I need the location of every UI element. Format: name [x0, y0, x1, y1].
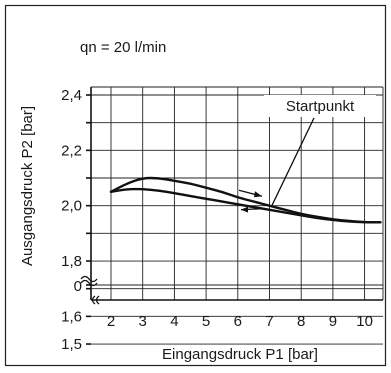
annotations: Startpunkt	[238, 95, 376, 213]
arrowhead-left-icon	[241, 206, 248, 213]
y-tick-label: 1,6	[61, 308, 82, 325]
x-tick-label: 8	[297, 313, 305, 330]
chart-title: qn = 20 l/min	[80, 39, 166, 56]
x-tick-label: 4	[170, 313, 178, 330]
y-axis-break-icon	[80, 275, 98, 287]
arrowhead-right-icon	[254, 191, 262, 198]
annotation-leader	[270, 117, 315, 207]
x-tick-label: 6	[234, 313, 242, 330]
x-tick-label: 2	[107, 313, 115, 330]
y-tick-label: 2,0	[61, 198, 82, 215]
y-tick-label: 1,5	[61, 336, 82, 353]
annotation-startpunkt: Startpunkt	[286, 98, 355, 115]
series-line-increasing	[109, 176, 382, 224]
x-tick-label: 3	[139, 313, 147, 330]
annotation-bg	[264, 95, 376, 117]
y-tick-label: 2,4	[61, 87, 82, 104]
tick-labels: 2 3 4 5 6 7 8 9 10 2,4 2,2 2,0 1,8 1,6 1,5 0	[61, 87, 373, 353]
y-tick-label: 0	[74, 278, 82, 295]
y-tick-label: 1,8	[61, 253, 82, 270]
outer-frame	[4, 4, 387, 367]
grid	[91, 86, 384, 345]
x-tick-label: 10	[356, 313, 373, 330]
y-tick-label: 2,2	[61, 142, 82, 159]
series-line-decreasing	[109, 187, 382, 224]
axes	[80, 87, 383, 345]
x-axis-break-icon	[91, 295, 100, 305]
x-axis-label: Eingangsdruck P1 [bar]	[162, 346, 318, 363]
y-axis-label: Ausgangsdruck P2 [bar]	[19, 106, 36, 266]
x-tick-label: 7	[265, 313, 273, 330]
x-tick-label: 9	[329, 313, 337, 330]
x-tick-label: 5	[202, 313, 210, 330]
series	[109, 176, 382, 224]
